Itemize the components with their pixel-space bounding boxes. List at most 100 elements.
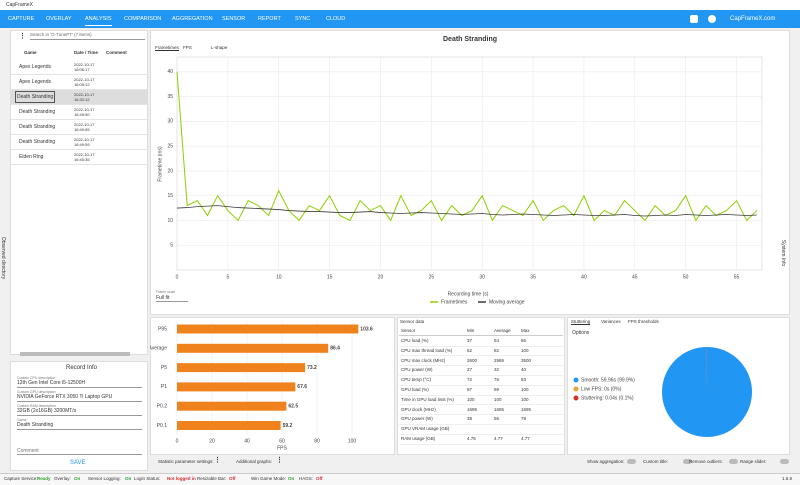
y-tick-label: 15 <box>167 193 173 199</box>
table-cell: 83 <box>521 377 527 383</box>
table-cell: 27 <box>467 367 473 373</box>
y-axis-label: Frametime (ms) <box>157 146 163 182</box>
field-value[interactable]: 12th Gen Intel Core i5-12500H <box>17 380 142 388</box>
value-label: 86.4 <box>330 346 340 352</box>
status-label: Login Status: <box>134 476 161 481</box>
table-cell: 1695 <box>467 406 478 412</box>
nav-tab[interactable]: OVERLAY <box>46 16 72 22</box>
menu-icon[interactable]: ⋮ <box>19 33 26 40</box>
x-tick-label: 20 <box>209 438 215 444</box>
bar <box>177 421 281 430</box>
search-box[interactable]: Search in 'G-TunePT' (7 items) <box>30 32 145 40</box>
nav-tab[interactable]: AGGREGATION <box>172 16 213 22</box>
table-cell: 4.77 <box>494 436 503 441</box>
toggle[interactable] <box>627 459 636 464</box>
table-header: Average <box>494 328 511 333</box>
record-info-title: Record Info <box>66 365 98 371</box>
control-label: Custom title: <box>643 459 669 464</box>
record-date: 2022-10-17 <box>74 107 95 112</box>
nav-tab[interactable]: ANALYSIS <box>85 16 112 26</box>
x-tick-label: 35 <box>530 274 536 280</box>
table-header: Min <box>467 328 475 333</box>
value-label: 67.6 <box>297 384 307 390</box>
save-button[interactable]: SAVE <box>70 460 86 466</box>
control-label: Range slider: <box>740 459 767 464</box>
status-bar <box>0 473 800 485</box>
panel-tab[interactable]: Variances <box>601 319 621 324</box>
field-label: Custom CPU description <box>17 376 56 380</box>
toggle[interactable] <box>683 459 692 464</box>
x-tick-label: 25 <box>429 274 435 280</box>
legend-label: Low FPS: 0s (0%) <box>581 386 622 392</box>
field-value[interactable]: NVIDIA GeForce RTX 3050 Ti Laptop GPU <box>17 394 142 402</box>
record-time: 16:09:12 <box>74 82 90 87</box>
stuttering-chart: Smooth: 59.96s (99.9%) Low FPS: 0s (0%) St… <box>573 347 753 437</box>
bar <box>177 324 359 334</box>
table-rule <box>399 384 563 386</box>
nav-tab[interactable]: CAPTURE <box>8 16 35 22</box>
record-row[interactable]: Death Stranding 2022-10-17 16:49:50 <box>11 105 147 120</box>
field-value[interactable]: Death Stranding <box>17 422 142 430</box>
status-value: Off <box>229 476 236 481</box>
status-label: Capture Service: <box>4 476 38 481</box>
column-header: Game <box>24 50 37 55</box>
table-rule <box>399 404 563 406</box>
table-cell: 38 <box>467 416 473 422</box>
record-date: 2022-10-17 <box>74 122 95 127</box>
record-row[interactable]: Elden Ring 2022-10-17 16:40:35 <box>11 150 147 165</box>
legend-label: Frametimes <box>441 299 468 305</box>
status-label: Resizable Bar: <box>197 476 227 481</box>
table-cell: 72 <box>467 377 473 383</box>
stats-chart: 0 20 40 60 80 100 FPS P95 103.6 Average 86.4 P5 73.2… <box>150 321 373 451</box>
menu-icon[interactable]: ⋮ <box>214 457 221 464</box>
table-cell: 82 <box>494 347 500 353</box>
nav-icon[interactable] <box>708 15 716 23</box>
series-line <box>176 71 758 222</box>
table-cell: CPU temp (°C) <box>401 377 432 383</box>
record-date: 2022-10-17 <box>74 92 95 97</box>
pie-slice <box>662 347 753 437</box>
comment-label[interactable]: Comment <box>17 448 142 455</box>
status-label: Sensor Logging: <box>88 476 121 481</box>
record-row[interactable]: Apex Legends 2022-10-17 16:09:12 <box>11 75 147 90</box>
menu-icon[interactable]: ⋮ <box>276 457 283 464</box>
table-cell: 4.77 <box>521 436 530 441</box>
chart-tab[interactable]: Frametimes <box>155 45 179 51</box>
panel-tab[interactable]: FPS thresholds <box>628 319 659 324</box>
title-bar: CapFrameX <box>0 0 800 10</box>
table-cell: 2986 <box>494 357 505 363</box>
column-header: Date / Time <box>74 50 98 55</box>
chart-tab[interactable]: FPS <box>183 45 192 50</box>
record-row[interactable]: Death Stranding 2022-10-17 16:49:59 <box>11 135 147 150</box>
scale-dropdown[interactable]: Full fit <box>156 295 188 302</box>
record-time: 16:49:59 <box>74 142 90 147</box>
table-rule <box>399 335 563 336</box>
table-cell: 76 <box>494 377 500 383</box>
nav-tab[interactable]: CLOUD <box>326 16 346 22</box>
scrollbar[interactable] <box>20 352 130 356</box>
record-time: 16:32:12 <box>74 97 90 102</box>
nav-tab[interactable]: COMPARISON <box>124 16 162 22</box>
record-row[interactable]: Apex Legends 2022-10-17 16:06:17 <box>11 60 147 75</box>
y-tick-label: 25 <box>167 143 173 149</box>
status-label: Overlay: <box>54 476 71 481</box>
record-row[interactable]: Death Stranding 2022-10-17 16:32:12 <box>11 90 147 105</box>
nav-link[interactable]: CapFrameX.com <box>730 16 776 22</box>
nav-tab[interactable]: SENSOR <box>222 16 246 22</box>
x-tick-label: 30 <box>479 274 485 280</box>
chart-tab[interactable]: L-shape <box>211 45 228 50</box>
nav-icon[interactable] <box>690 15 698 23</box>
field-value[interactable]: 32GB (2x16GB) 3200MT/s <box>17 408 142 416</box>
toggle[interactable] <box>729 459 738 464</box>
record-row[interactable]: Death Stranding 2022-10-17 16:49:55 <box>11 120 147 135</box>
options-button[interactable]: Options <box>572 330 590 336</box>
sidebar <box>10 30 148 355</box>
nav-tab[interactable]: REPORT <box>258 16 281 22</box>
toggle[interactable] <box>780 459 789 464</box>
record-game: Death Stranding <box>15 91 56 103</box>
x-tick-label: 60 <box>279 438 285 444</box>
table-cell: Time in GPU load limit (%) <box>401 396 454 402</box>
nav-tab[interactable]: SYNC <box>295 16 311 22</box>
legend-dot <box>573 386 579 392</box>
panel-tab[interactable]: Stuttering <box>571 319 591 325</box>
